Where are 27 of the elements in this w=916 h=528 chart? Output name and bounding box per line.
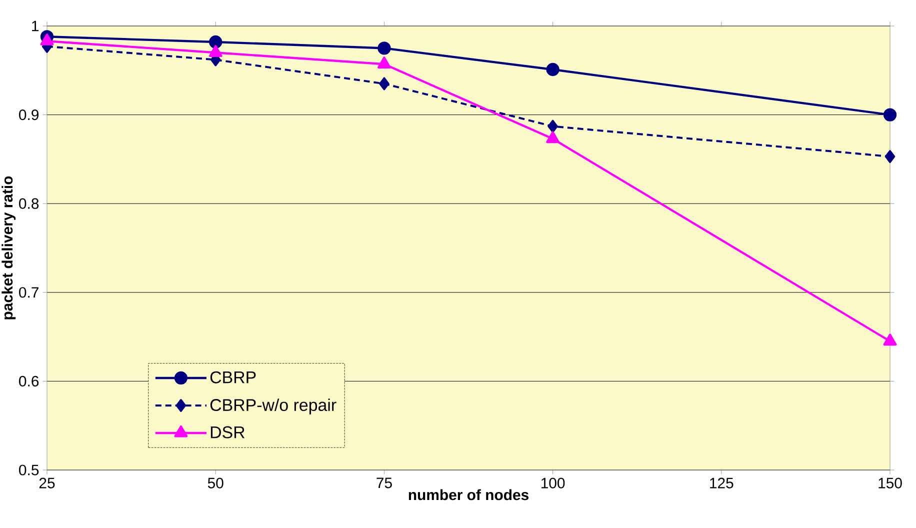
y-axis-title: packet delivery ratio xyxy=(2,176,16,320)
y-tick-label: 0.9 xyxy=(19,110,39,120)
y-tick-label: 0.8 xyxy=(19,198,39,209)
legend-label: CBRP-w/o repair xyxy=(210,398,336,414)
point xyxy=(378,42,391,55)
point xyxy=(883,108,897,122)
point xyxy=(883,334,897,346)
point xyxy=(546,131,560,144)
x-tick-label: 50 xyxy=(208,478,224,488)
point xyxy=(209,35,222,49)
y-tick-label: 0.6 xyxy=(19,376,39,386)
x-axis-title: number of nodes xyxy=(408,489,528,500)
legend-label: DSR xyxy=(210,426,245,438)
x-tick-label: 100 xyxy=(541,478,565,488)
point xyxy=(546,62,560,76)
point xyxy=(884,150,896,164)
point xyxy=(379,77,390,90)
legend-label: CBRP xyxy=(210,371,256,384)
y-tick-label: 0.5 xyxy=(19,464,39,476)
point xyxy=(378,56,391,69)
x-tick-label: 150 xyxy=(878,478,902,488)
x-tick-label: 25 xyxy=(39,478,55,488)
x-tick-label: 125 xyxy=(710,478,734,488)
y-tick-label: 1 xyxy=(32,20,38,32)
point xyxy=(548,120,558,133)
x-tick-label: 75 xyxy=(376,478,392,488)
y-tick-label: 0.7 xyxy=(19,287,38,298)
